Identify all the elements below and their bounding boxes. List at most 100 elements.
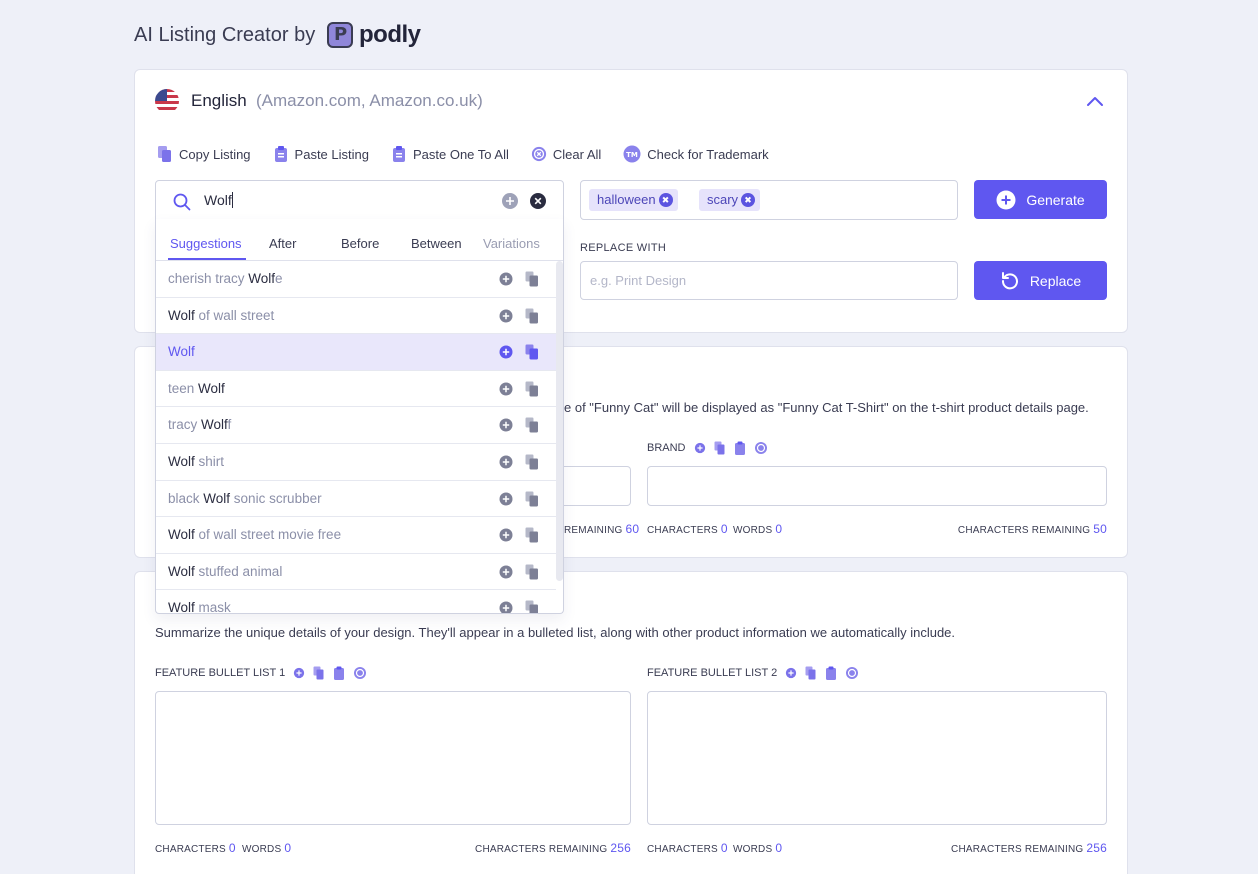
suggestion-row[interactable]: Wolf of wall street	[156, 298, 556, 335]
suggestion-match: Wolf	[198, 380, 225, 396]
suggestion-row[interactable]: Wolf stuffed animal	[156, 554, 556, 591]
add-suggestion-icon[interactable]	[499, 492, 513, 506]
copy-icon[interactable]	[805, 666, 817, 680]
add-icon[interactable]	[785, 666, 797, 680]
remove-tag-icon[interactable]: ✖	[658, 193, 673, 207]
suggestion-row[interactable]: tracy Wolff	[156, 407, 556, 444]
add-suggestion-icon[interactable]	[499, 565, 513, 579]
clipboard-icon[interactable]	[825, 666, 837, 680]
suggestion-suffix: e	[275, 271, 283, 286]
suggestion-row[interactable]: Wolf mask	[156, 590, 556, 614]
words-label: WORDS	[733, 844, 773, 855]
suggestion-list: cherish tracy Wolfe Wolf of wall street Wo…	[156, 261, 556, 614]
remaining-count: 60	[625, 522, 640, 536]
suggestion-text: tracy Wolff	[168, 417, 231, 432]
check-trademark-button[interactable]: TM Check for Trademark	[623, 144, 769, 164]
add-suggestion-icon[interactable]	[499, 601, 513, 614]
add-suggestion-icon[interactable]	[499, 309, 513, 323]
suggestion-match: Wolf	[168, 453, 195, 469]
keyword-search-input[interactable]: Wolf	[155, 180, 564, 220]
brand-character-count: CHARACTERS 0	[647, 522, 728, 536]
suggestion-suffix: stuffed animal	[194, 563, 283, 579]
copy-icon[interactable]	[714, 441, 726, 455]
generate-button[interactable]: Generate	[974, 180, 1107, 219]
characters-count: 0	[720, 522, 728, 536]
search-value: Wolf	[204, 192, 232, 208]
suggestion-suffix: f	[227, 417, 232, 433]
check-trademark-label: Check for Trademark	[647, 146, 769, 162]
suggestion-tabs: Suggestions After Before Between Variati…	[156, 219, 563, 261]
add-icon[interactable]	[293, 666, 305, 680]
tag-chip: halloween ✖	[589, 189, 678, 211]
remaining-label: CHARACTERS REMAINING	[951, 844, 1084, 855]
copy-suggestion-icon[interactable]	[525, 271, 539, 287]
copy-suggestion-icon[interactable]	[525, 381, 539, 397]
copy-suggestion-icon[interactable]	[525, 454, 539, 470]
tab-variations[interactable]: Variations	[483, 236, 540, 251]
replace-with-input[interactable]	[580, 261, 958, 300]
feature-list-2-textarea[interactable]	[647, 691, 1107, 825]
clear-all-button[interactable]: Clear All	[531, 144, 601, 164]
suggestion-text: teen Wolf	[168, 381, 225, 396]
svg-text:TM: TM	[626, 151, 638, 159]
brand-input[interactable]	[647, 466, 1107, 506]
clipboard-icon	[392, 146, 405, 162]
copy-listing-button[interactable]: Copy Listing	[157, 144, 251, 164]
paste-listing-button[interactable]: Paste Listing	[273, 144, 369, 164]
feature-list-1-textarea[interactable]	[155, 691, 631, 825]
copy-suggestion-icon[interactable]	[525, 491, 539, 507]
suggestions-dropdown: Suggestions After Before Between Variati…	[155, 219, 564, 614]
tab-before[interactable]: Before	[341, 236, 380, 251]
suggestion-row[interactable]: Wolf	[156, 334, 556, 371]
clear-icon[interactable]	[353, 666, 367, 680]
replace-button[interactable]: Replace	[974, 261, 1107, 300]
suggestion-row[interactable]: black Wolf sonic scrubber	[156, 481, 556, 518]
copy-suggestion-icon[interactable]	[525, 600, 539, 614]
title-description: e of "Funny Cat" will be displayed as "F…	[564, 400, 1089, 415]
add-suggestion-icon[interactable]	[499, 418, 513, 432]
remaining-label: REMAINING	[564, 525, 623, 536]
characters-label: CHARACTERS	[647, 844, 718, 855]
tab-after[interactable]: After	[269, 236, 297, 251]
suggestion-row[interactable]: Wolf shirt	[156, 444, 556, 481]
add-icon[interactable]	[694, 441, 706, 455]
clear-icon[interactable]	[754, 441, 768, 455]
add-suggestion-icon[interactable]	[499, 345, 513, 359]
feature-2-character-count: CHARACTERS 0	[647, 841, 728, 855]
clipboard-icon	[274, 146, 287, 162]
copy-suggestion-icon[interactable]	[525, 308, 539, 324]
words-count: 0	[775, 522, 783, 536]
add-keyword-icon[interactable]	[501, 192, 519, 210]
clipboard-icon[interactable]	[734, 441, 746, 455]
clear-search-icon[interactable]	[529, 192, 547, 210]
copy-suggestion-icon[interactable]	[525, 527, 539, 543]
suggestion-scrollbar[interactable]	[556, 261, 563, 581]
remaining-count: 256	[610, 841, 631, 855]
chevron-up-icon[interactable]	[1085, 92, 1105, 112]
copy-suggestion-icon[interactable]	[525, 417, 539, 433]
suggestion-row[interactable]: teen Wolf	[156, 371, 556, 408]
suggestion-prefix: teen	[168, 380, 199, 396]
words-label: WORDS	[733, 525, 773, 536]
add-suggestion-icon[interactable]	[499, 528, 513, 542]
title-input[interactable]	[555, 466, 631, 506]
copy-suggestion-icon[interactable]	[525, 344, 539, 360]
suggestion-row[interactable]: cherish tracy Wolfe	[156, 261, 556, 298]
copy-icon[interactable]	[313, 666, 325, 680]
feature-list-2-header: FEATURE BULLET LIST 2	[647, 666, 859, 680]
add-suggestion-icon[interactable]	[499, 382, 513, 396]
clear-icon[interactable]	[845, 666, 859, 680]
title-remaining: REMAINING 60	[564, 522, 639, 536]
add-suggestion-icon[interactable]	[499, 455, 513, 469]
paste-one-to-all-button[interactable]: Paste One To All	[391, 144, 509, 164]
add-suggestion-icon[interactable]	[499, 272, 513, 286]
clipboard-icon[interactable]	[333, 666, 345, 680]
remove-tag-icon[interactable]: ✖	[741, 193, 756, 207]
copy-suggestion-icon[interactable]	[525, 564, 539, 580]
suggestion-suffix: sonic scrubber	[230, 490, 322, 506]
suggestion-row[interactable]: Wolf of wall street movie free	[156, 517, 556, 554]
keyword-tags-input[interactable]: halloween ✖ scary ✖	[580, 180, 958, 220]
tab-suggestions[interactable]: Suggestions	[170, 236, 242, 251]
tab-between[interactable]: Between	[411, 236, 462, 251]
feature-1-characters-remaining: CHARACTERS REMAINING 256	[475, 841, 631, 855]
